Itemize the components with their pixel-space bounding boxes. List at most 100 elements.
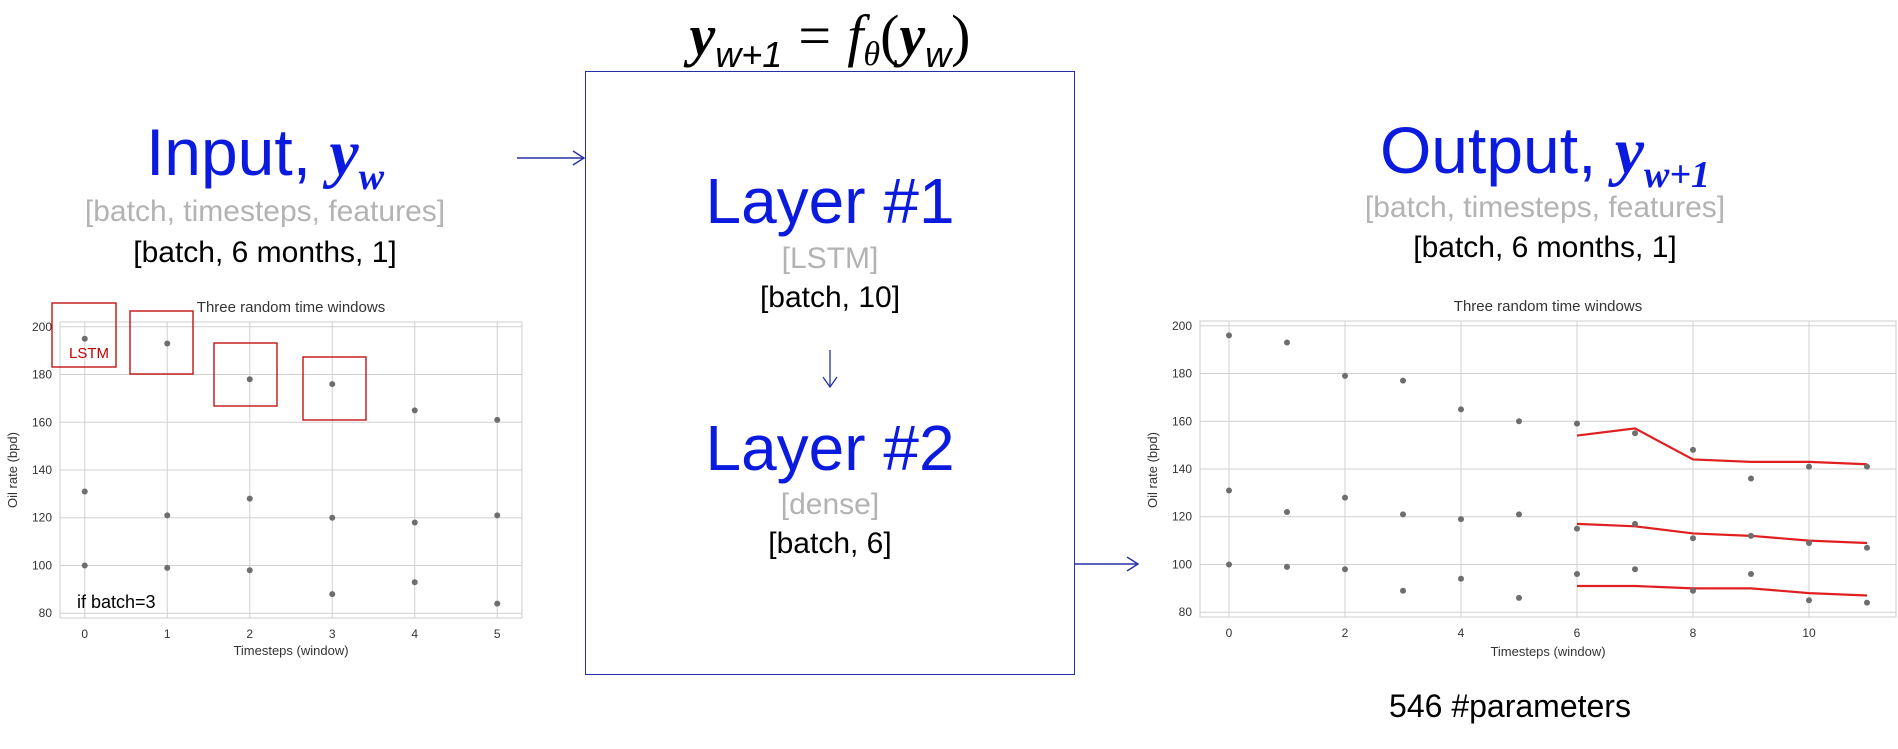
- output-chart-data-point: [1632, 566, 1638, 573]
- input-chart-data-point: [411, 519, 418, 526]
- input-symbol: y: [329, 117, 359, 190]
- input-chart-xtick-label: 5: [494, 627, 501, 641]
- input-chart-xtick-label: 2: [246, 627, 253, 641]
- batch-note: if batch=3: [77, 592, 156, 612]
- output-chart-data-point: [1226, 332, 1232, 339]
- output-chart-data-point: [1632, 430, 1638, 437]
- input-chart-data-point: [81, 335, 88, 342]
- output-chart-ytick-label: 120: [1172, 510, 1192, 524]
- output-chart-data-point: [1864, 599, 1870, 606]
- model-box: [585, 71, 1075, 675]
- output-chart-xtick-label: 0: [1226, 626, 1233, 640]
- lstm-box-2: [129, 310, 194, 375]
- output-symbol: y: [1614, 115, 1645, 188]
- input-chart-xtick-label: 3: [329, 627, 336, 641]
- output-chart-data-point: [1400, 377, 1406, 384]
- output-chart-data-point: [1342, 494, 1348, 501]
- output-chart-title: Three random time windows: [1454, 298, 1642, 315]
- input-chart-xtick-label: 4: [411, 627, 418, 641]
- input-heading: Input, yw: [50, 116, 480, 213]
- output-chart-plot: 80 100 120 140 160 180 200 0 2 4 6 8 10: [1172, 319, 1897, 640]
- output-chart-data-point: [1574, 525, 1580, 532]
- output-chart-data-point: [1748, 475, 1754, 482]
- input-chart-xtick-label: 0: [81, 627, 88, 641]
- output-shape-generic: [batch, timesteps, features]: [1364, 191, 1726, 224]
- output-chart-data-point: [1284, 339, 1290, 346]
- output-chart-ylabel: Oil rate (bpd): [1145, 432, 1160, 508]
- equation-close-paren: ): [951, 3, 971, 68]
- output-chart-data-point: [1226, 561, 1232, 568]
- layer1-type: [LSTM]: [781, 242, 879, 275]
- output-arrow: [1075, 556, 1140, 572]
- output-chart-data-point: [1516, 511, 1522, 518]
- output-chart-data-point: [1806, 540, 1812, 546]
- output-chart-data-point: [1748, 532, 1754, 539]
- output-chart-xlabel: Timesteps (window): [1490, 644, 1605, 659]
- output-chart-xtick-label: 2: [1342, 626, 1349, 640]
- output-chart-data-point: [1748, 571, 1754, 578]
- output-chart-data-point: [1516, 594, 1522, 601]
- output-chart-data-point: [1864, 463, 1870, 470]
- layer2-shape: [batch, 6]: [768, 527, 892, 560]
- equation-lhs: y: [689, 3, 716, 68]
- input-chart-data-point: [411, 407, 418, 414]
- lstm-tag: LSTM: [69, 345, 109, 362]
- output-chart-data-point: [1400, 587, 1406, 594]
- input-chart-data-point: [164, 340, 171, 347]
- output-chart-ytick-label: 80: [1179, 605, 1193, 619]
- input-shape-specific: [batch, 6 months, 1]: [133, 236, 397, 269]
- output-chart-data-point: [1342, 566, 1348, 573]
- lstm-box-1: [51, 302, 117, 368]
- input-label: Input,: [145, 115, 330, 189]
- input-symbol-subscript: w: [358, 156, 385, 198]
- output-chart-ytick-label: 200: [1172, 319, 1192, 333]
- input-chart-data-point: [164, 512, 171, 519]
- output-label: Output,: [1379, 113, 1615, 187]
- output-chart-data-point: [1400, 511, 1406, 518]
- output-chart-xtick-label: 8: [1690, 626, 1697, 640]
- output-chart-xtick-label: 4: [1458, 626, 1465, 640]
- layer1-shape: [batch, 10]: [759, 281, 901, 314]
- input-shape-generic: [batch, timesteps, features]: [84, 195, 446, 228]
- input-chart-ytick-label: 100: [32, 558, 52, 572]
- input-chart-ytick-label: 200: [32, 320, 52, 334]
- input-chart-data-point: [329, 591, 336, 598]
- output-chart-data-point: [1226, 487, 1232, 494]
- input-chart-data-point: [246, 567, 253, 574]
- output-chart-data-point: [1632, 520, 1638, 527]
- layer-arrow-down: [822, 350, 838, 389]
- input-chart-data-point: [494, 512, 501, 519]
- equation-arg-subscript: w: [925, 34, 952, 75]
- parameter-count: 546 #parameters: [1389, 688, 1631, 724]
- input-chart-data-point: [329, 381, 336, 388]
- output-chart-data-point: [1574, 571, 1580, 578]
- output-chart-xtick-label: 6: [1574, 626, 1581, 640]
- input-chart-ytick-label: 160: [32, 415, 52, 429]
- input-chart-xtick-label: 1: [164, 627, 171, 641]
- output-chart-ytick-label: 160: [1172, 414, 1192, 428]
- input-chart-ytick-label: 120: [32, 511, 52, 525]
- input-chart-ytick-label: 140: [32, 463, 52, 477]
- output-chart-data-point: [1516, 418, 1522, 425]
- output-chart-prediction-line: [1577, 584, 1868, 597]
- output-chart-data-point: [1458, 406, 1464, 413]
- input-chart-title: Three random time windows: [197, 299, 385, 316]
- equation-lhs-subscript: w+1: [715, 34, 783, 75]
- output-chart-data-point: [1458, 575, 1464, 582]
- layer1-title: Layer #1: [705, 165, 955, 237]
- output-chart-prediction-line: [1576, 427, 1868, 466]
- output-chart-data-point: [1806, 597, 1812, 604]
- lstm-box-3: [213, 342, 278, 407]
- equation-arg: y: [899, 3, 926, 68]
- equation-open-paren: (: [880, 3, 900, 68]
- input-chart-data-point: [329, 514, 336, 521]
- output-chart-data-point: [1574, 420, 1580, 427]
- input-arrow: [517, 150, 586, 166]
- input-chart-ytick-label: 180: [32, 368, 52, 382]
- output-shape-specific: [batch, 6 months, 1]: [1413, 231, 1677, 264]
- lstm-box-4: [302, 356, 367, 421]
- output-chart-data-point: [1458, 516, 1464, 523]
- output-chart-data-point: [1342, 372, 1348, 379]
- output-chart: Three random time windows 80100120140160…: [1145, 298, 1897, 659]
- output-chart-prediction-line: [1576, 522, 1868, 545]
